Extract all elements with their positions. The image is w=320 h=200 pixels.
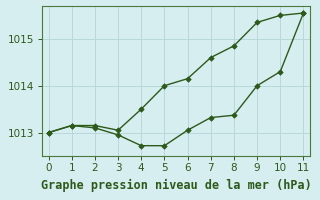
- X-axis label: Graphe pression niveau de la mer (hPa): Graphe pression niveau de la mer (hPa): [41, 179, 311, 192]
